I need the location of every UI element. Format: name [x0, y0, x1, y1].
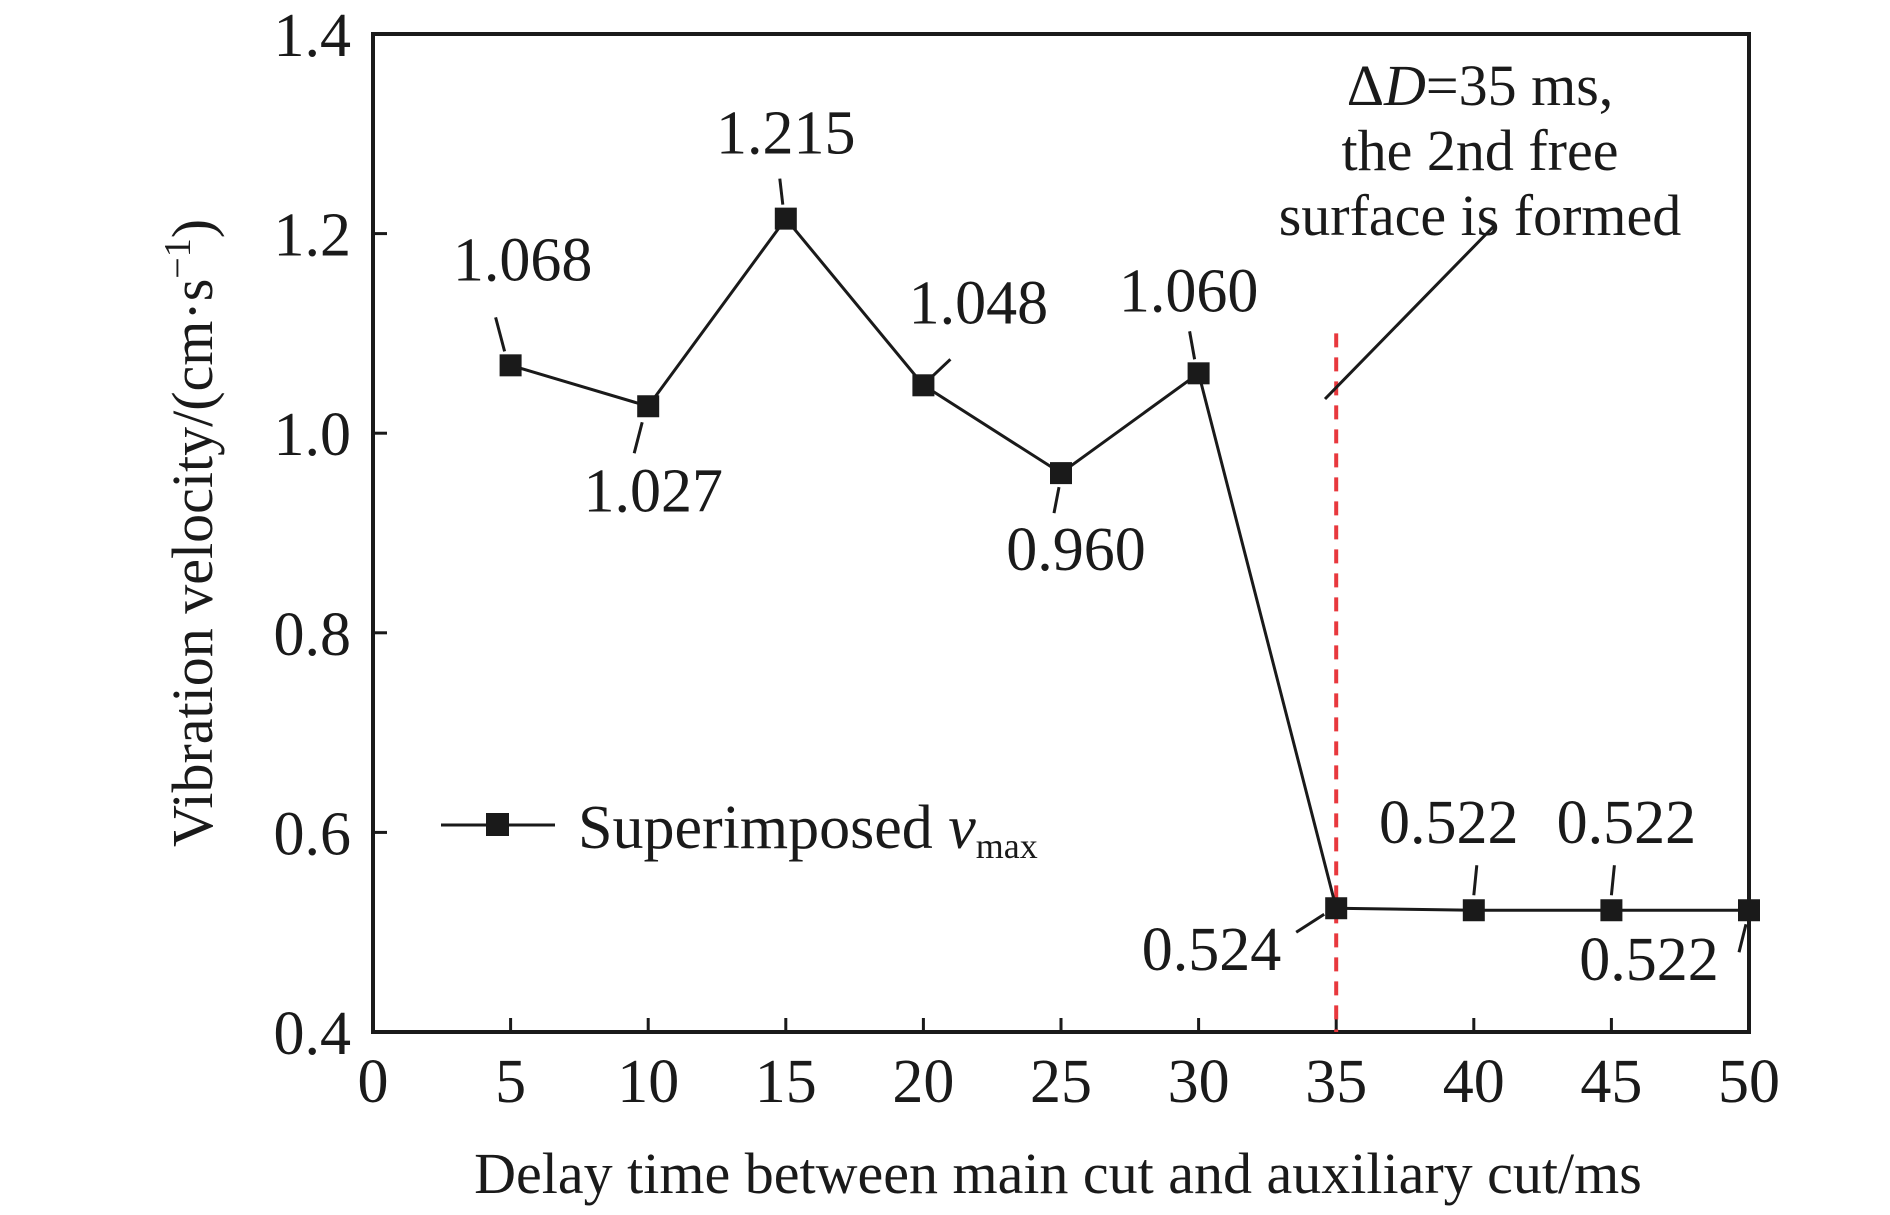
x-tick-label: 5 — [495, 1048, 526, 1116]
x-tick-label: 20 — [892, 1048, 954, 1116]
y-axis-title-close: ) — [160, 219, 225, 238]
data-point-marker — [912, 374, 935, 397]
data-label: 0.960 — [1006, 516, 1146, 584]
annotation-line-1: ΔD=35 ms, — [1347, 53, 1614, 118]
y-tick-label: 0.8 — [274, 601, 352, 669]
data-label-leader — [1609, 865, 1616, 896]
legend-label: Superimposed vmax — [578, 794, 1038, 866]
y-tick-label: 0.4 — [274, 1000, 352, 1068]
data-point-marker — [1325, 897, 1348, 920]
annotation-var: D — [1383, 53, 1426, 118]
y-tick-label: 1.0 — [274, 401, 352, 469]
y-tick-label: 1.2 — [274, 202, 352, 270]
data-label: 1.048 — [909, 269, 1049, 337]
x-tick-label: 25 — [1030, 1048, 1092, 1116]
legend-marker-swatch — [486, 813, 509, 836]
annotation-delta: Δ — [1347, 53, 1384, 118]
data-label: 0.522 — [1379, 789, 1519, 857]
data-point-marker — [1738, 899, 1760, 922]
legend-label-sub: max — [976, 826, 1038, 866]
data-label: 0.524 — [1142, 916, 1282, 984]
annotation-line-3: surface is formed — [1279, 183, 1682, 248]
annotation-line-1-rest: =35 ms, — [1426, 53, 1613, 118]
series-line — [510, 216, 1749, 912]
data-label-leader — [1295, 912, 1326, 934]
x-tick-label: 15 — [755, 1048, 817, 1116]
y-tick-label: 1.4 — [274, 2, 352, 70]
x-tick-label: 45 — [1580, 1048, 1642, 1116]
data-label: 1.060 — [1119, 257, 1259, 325]
data-label: 1.068 — [453, 226, 593, 294]
x-tick-label: 40 — [1443, 1048, 1505, 1116]
data-point-marker — [1187, 362, 1210, 385]
x-tick-label: 30 — [1168, 1048, 1230, 1116]
data-point-marker — [1050, 462, 1072, 485]
series-layer — [499, 207, 1760, 922]
data-label-leader — [931, 358, 952, 378]
data-label-leader — [632, 421, 644, 454]
data-point-marker — [1600, 899, 1623, 922]
data-label-leader — [778, 178, 785, 205]
y-axis-title-main: Vibration velocity/(cm·s — [160, 279, 225, 847]
x-tick-label: 35 — [1305, 1048, 1367, 1116]
annotation-line-2: the 2nd free — [1342, 118, 1619, 183]
y-axis-title: Vibration velocity/(cm·s−1) — [157, 219, 225, 847]
data-labels-layer: 1.068 1.027 1.215 1.048 0.960 1.060 0.524 0.522… — [453, 100, 1748, 994]
x-tick-label: 50 — [1718, 1048, 1780, 1116]
annotation: ΔD=35 ms, the 2nd free surface is formed — [1279, 53, 1682, 401]
data-label: 1.215 — [716, 100, 856, 168]
data-label-leader — [1052, 486, 1061, 514]
x-tick-label: 10 — [617, 1048, 679, 1116]
data-label: 1.027 — [583, 457, 723, 525]
data-label-leader — [1737, 923, 1748, 953]
annotation-leader — [1323, 223, 1497, 401]
x-axis-title: Delay time between main cut and auxiliar… — [474, 1141, 1642, 1206]
data-label: 0.522 — [1557, 789, 1697, 857]
ticks-layer: 0 5 10 15 20 25 30 35 40 45 50 0.4 0.6 0.8 1.0 1.2 1.4 — [274, 2, 1781, 1116]
data-point-marker — [499, 354, 522, 377]
data-label-leader — [1188, 331, 1197, 360]
data-point-marker — [1462, 899, 1485, 922]
data-label-leader — [494, 316, 507, 352]
data-point-marker — [774, 207, 797, 230]
legend-label-var: v — [948, 794, 976, 862]
y-axis-title-sup: −1 — [157, 238, 199, 278]
x-tick-label: 0 — [358, 1048, 389, 1116]
y-tick-label: 0.6 — [274, 800, 352, 868]
legend: Superimposed vmax — [441, 794, 1038, 866]
data-point-marker — [637, 395, 660, 418]
data-label-leader — [1472, 865, 1479, 896]
data-label: 0.522 — [1579, 926, 1719, 994]
legend-label-main: Superimposed — [578, 794, 948, 862]
